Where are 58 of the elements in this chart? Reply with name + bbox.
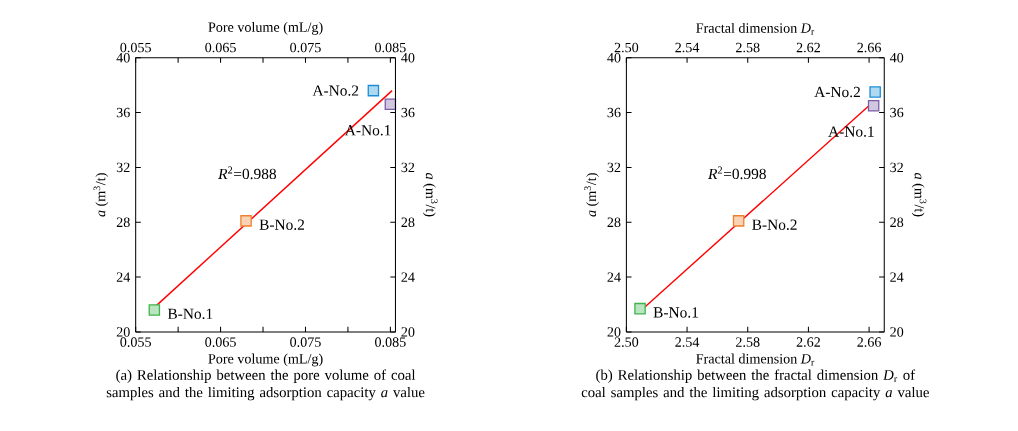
y-tick-label: 28 [607, 217, 621, 227]
x-tick-label: 0.055 [120, 42, 151, 53]
annotation: A-No.2 [312, 85, 359, 96]
x-tick-label: 2.58 [736, 337, 760, 347]
annotation: A-No.2 [814, 86, 860, 98]
x-tick-label: 2.62 [796, 337, 820, 347]
point [240, 215, 252, 227]
y2-tick-label: 32 [890, 162, 903, 173]
x-tick-label: 0.075 [290, 42, 321, 53]
point [867, 99, 880, 112]
y-tick-label: 20 [116, 327, 130, 337]
y2-tick-label: 40 [889, 52, 904, 63]
x-tick-label: 2.54 [675, 337, 700, 347]
x-tick-label: 2.66 [857, 337, 882, 347]
y2-axis-title: a (m$^{3}$/t) [911, 173, 927, 217]
y-tick-label: 40 [607, 52, 621, 63]
annotation: R$^{2}$=0.998 [707, 166, 766, 180]
x-tick-label: 2.50 [614, 337, 639, 347]
x-axis-title: Pore volume (mL/g) [208, 353, 323, 367]
y2-tick-label: 28 [890, 217, 904, 227]
point [367, 84, 380, 97]
y-tick-label: 40 [116, 52, 130, 63]
x-tick-label: 0.085 [375, 42, 406, 53]
annotation: B-No.2 [752, 219, 797, 230]
point [732, 215, 745, 227]
annotation: B-No.1 [653, 307, 698, 318]
y-axis-title: a (m$^{3}$/t) [93, 173, 109, 217]
y-tick-label: 28 [116, 217, 130, 227]
y-tick-label: 20 [607, 327, 621, 337]
y-tick-label: 24 [116, 272, 131, 282]
y2-tick-label: 36 [890, 107, 904, 118]
y2-tick-label: 24 [890, 272, 904, 282]
y-tick-label: 36 [607, 107, 621, 118]
point [869, 86, 881, 98]
text: (a) Relationship between the pore volume of coal samples and the limiting adsorption capacity a value [106, 369, 425, 401]
annotation: B-No.1 [167, 308, 213, 320]
y-tick-label: 36 [116, 107, 130, 118]
y2-tick-label: 36 [401, 107, 415, 118]
y-tick-label: 32 [116, 162, 130, 173]
text: (b) Relationship between the fractal dimension D$_{r}$ of coal samples and the limiting adsorption capacity a value [581, 369, 929, 401]
y2-tick-label: 24 [401, 272, 415, 282]
y2-tick-label: 40 [401, 52, 415, 63]
y2-tick-label: 32 [401, 162, 415, 173]
y2-axis-title: a (m$^{3}$/t) [422, 173, 438, 217]
point [148, 304, 161, 316]
x-tick-label: 0.065 [205, 42, 236, 53]
y-tick-label: 32 [607, 162, 621, 173]
point [634, 302, 646, 315]
x2-axis-title: Fractal dimension D$_{r}$ [696, 22, 815, 35]
annotation: B-No.2 [259, 219, 305, 230]
x2-axis-title: Pore volume (mL/g) [208, 21, 323, 35]
y-axis-title: a (m$^{3}$/t) [584, 173, 599, 217]
y2-tick-label: 20 [401, 327, 415, 337]
y2-tick-label: 28 [401, 217, 415, 227]
y2-tick-label: 20 [890, 327, 904, 337]
y-tick-label: 24 [607, 272, 621, 282]
annotation: R$^{2}$=0.988 [218, 166, 277, 180]
x-axis-title: Fractal dimension D$_{r}$ [696, 353, 815, 366]
